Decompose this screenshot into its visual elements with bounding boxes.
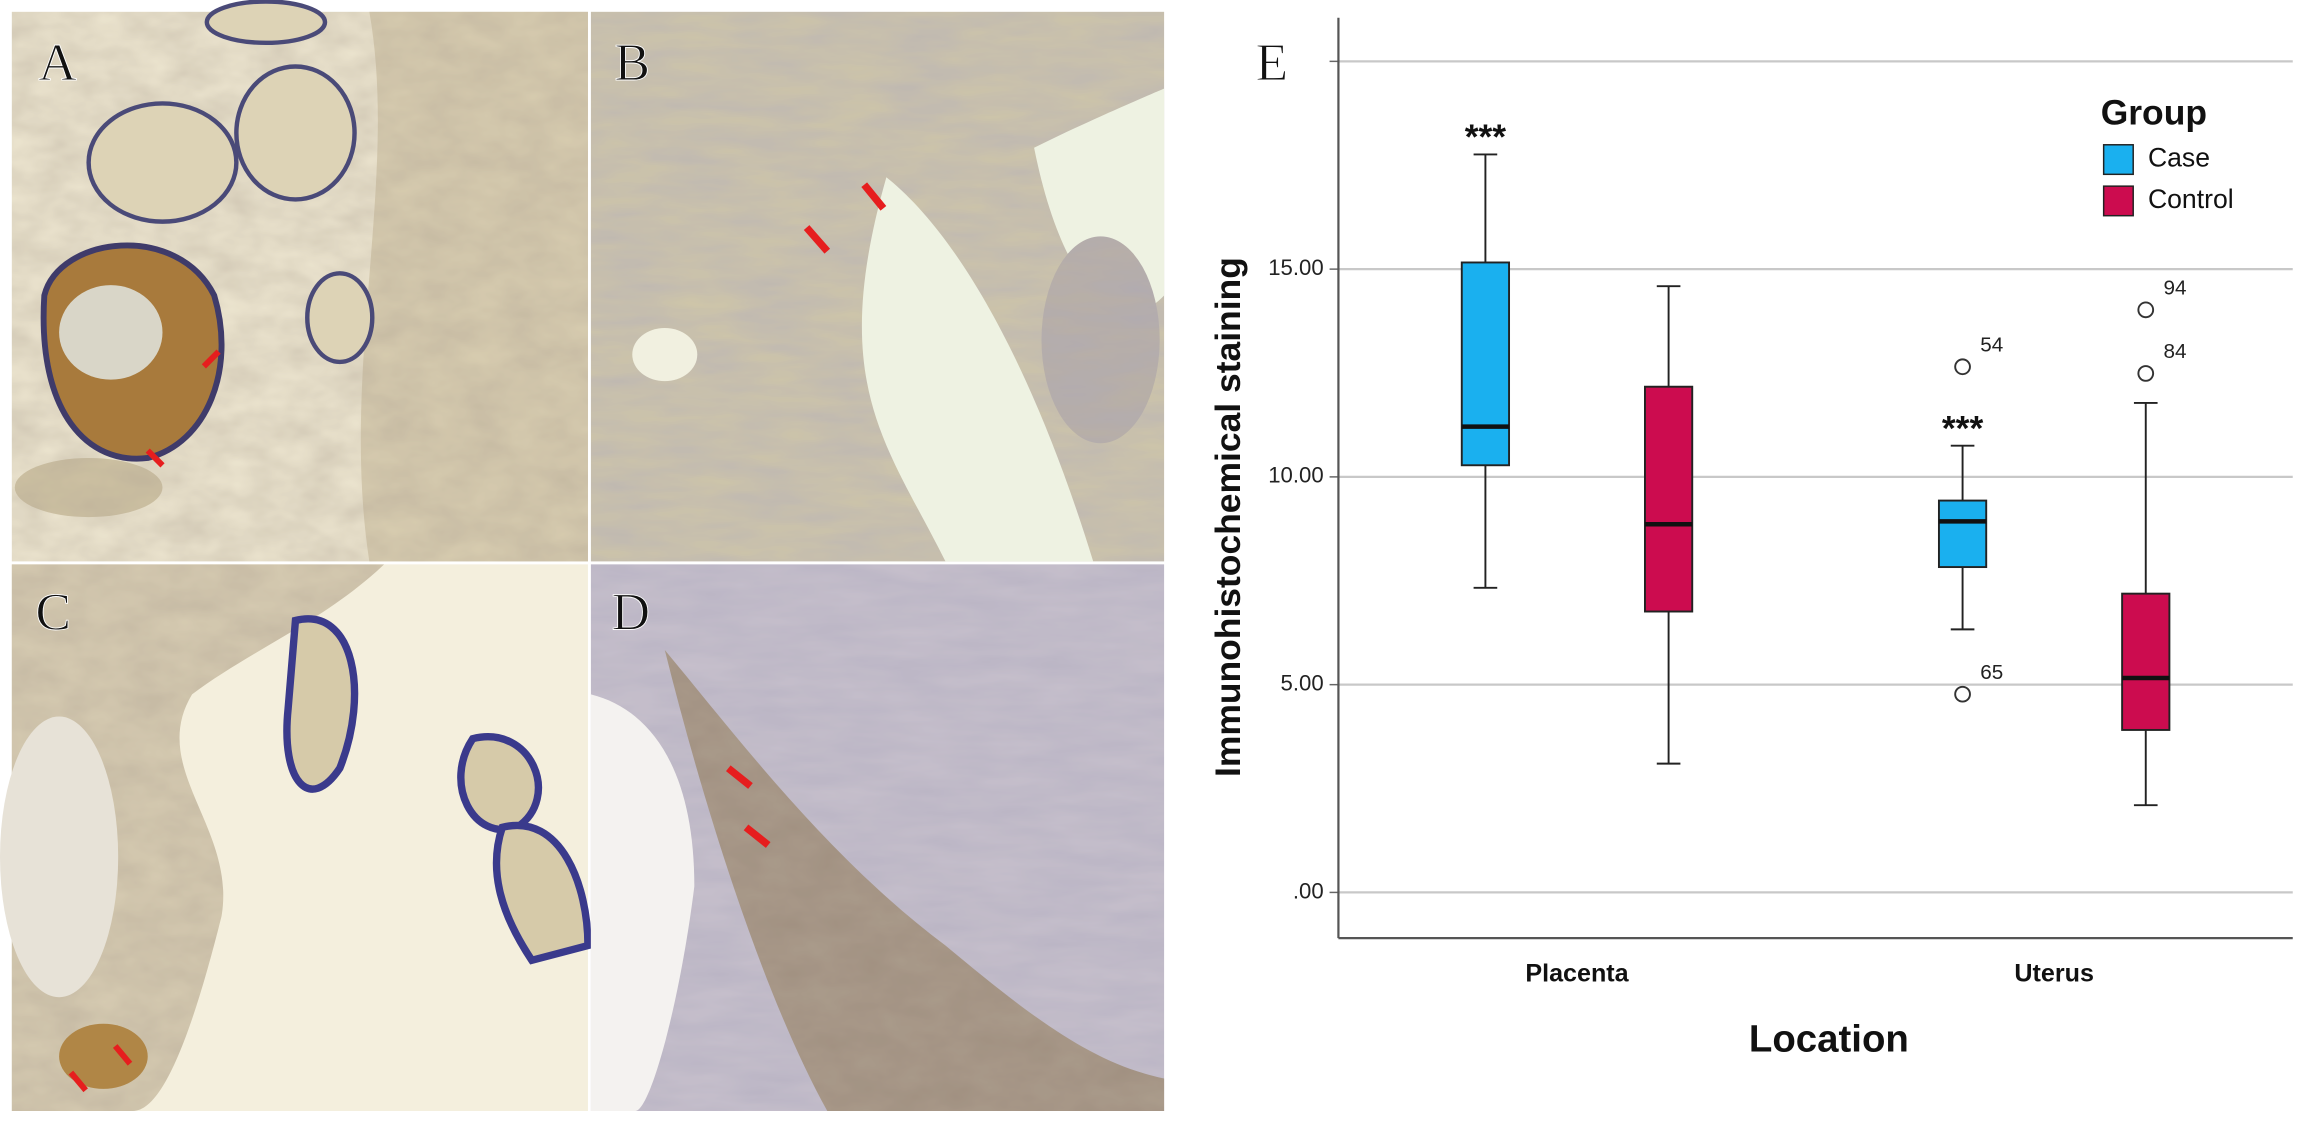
panel-label: B [615,33,650,92]
box [1937,499,1988,569]
significance: *** [1465,117,1507,157]
outlier-label: 94 [2163,277,2186,300]
panel-label: C [35,583,70,642]
x-axis-label: Location [1749,1018,1909,1061]
outlier-label: 84 [2163,340,2186,363]
micrograph-b [590,11,1165,562]
box [2121,592,2171,731]
legend-swatch [2102,185,2134,217]
panel-label: D [612,583,650,642]
micrograph-d [590,564,1165,1111]
x-tick-label: Placenta [1525,960,1629,988]
box [1643,385,1694,613]
outlier [2137,301,2155,319]
legend-title: Group [2101,93,2207,133]
panel-label: E [1256,33,1288,92]
panel-label: A [38,33,77,92]
outlier [2137,365,2155,382]
y-axis-label: Immunohistochemical staining [1208,257,1248,777]
significance: *** [1942,408,1984,448]
micrograph-c [0,564,592,1111]
micrograph-a [11,0,588,562]
legend-label: Control [2148,184,2234,214]
outlier-label: 54 [1980,334,2003,357]
outlier-label: 65 [1980,661,2003,684]
x-tick-label: Uterus [2014,960,2094,988]
legend-swatch [2102,144,2134,176]
outlier [1954,358,1971,376]
legend-label: Case [2148,143,2210,173]
box [1460,261,1511,467]
y-tick-label: 5.00 [1281,670,1324,695]
y-tick-label: 15.00 [1268,255,1323,280]
y-tick-label: .00 [1293,878,1324,903]
outlier [1954,685,1971,703]
y-tick-label: 10.00 [1268,463,1323,488]
